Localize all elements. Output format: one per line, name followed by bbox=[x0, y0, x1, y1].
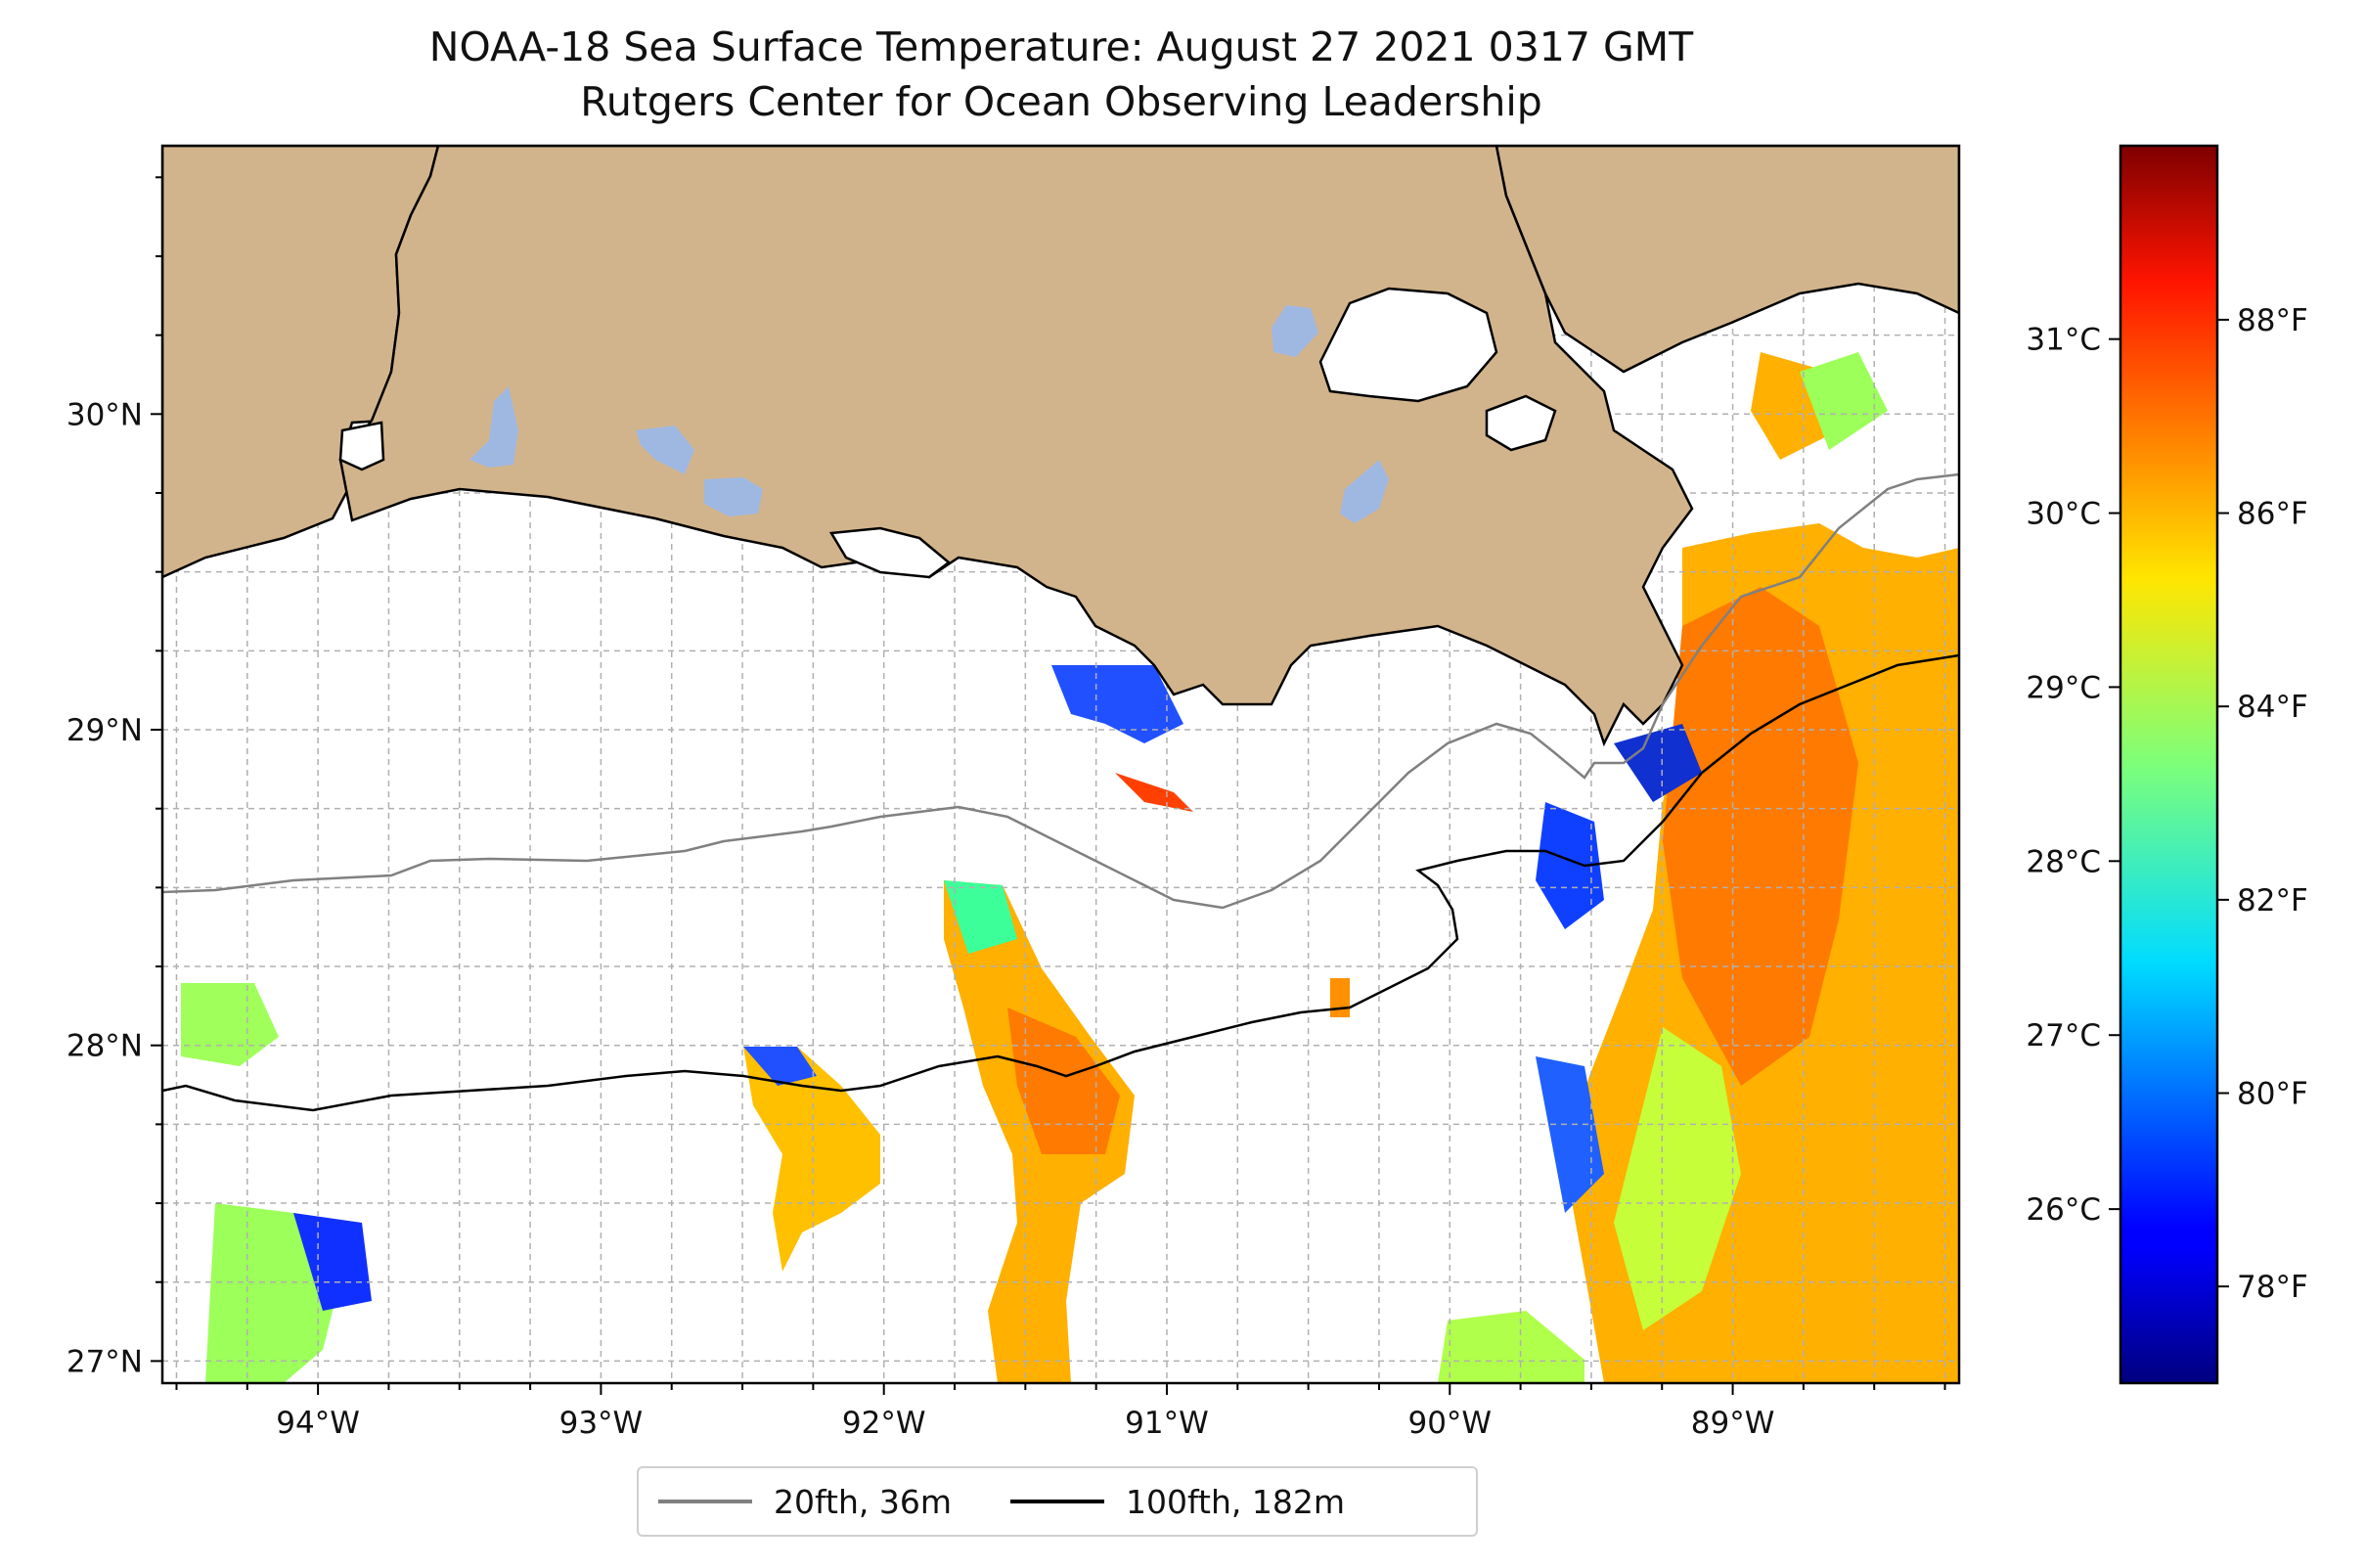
colorbar-fahrenheit-label: 82°F bbox=[2237, 883, 2308, 918]
sst-patch-central-north bbox=[944, 880, 1017, 954]
isobath-20fth bbox=[162, 472, 1959, 910]
sst-patch-ms-sound2 bbox=[1800, 352, 1888, 450]
grand-lake bbox=[636, 426, 694, 474]
legend-swatch-20fth bbox=[658, 1500, 752, 1503]
lat-tick-label: 30°N bbox=[67, 397, 143, 432]
sst-patch-atchafalaya bbox=[1051, 665, 1183, 743]
colorbar-celsius-label: 26°C bbox=[2026, 1192, 2101, 1228]
map-frame bbox=[160, 144, 1961, 1385]
sst-patch-central-core bbox=[1007, 1008, 1120, 1154]
sst-patch-west-cool bbox=[293, 1213, 372, 1311]
colorbar bbox=[2120, 146, 2217, 1383]
sst-patch-east-core bbox=[1663, 587, 1858, 1086]
colorbar-fahrenheit-label: 84°F bbox=[2237, 690, 2308, 725]
isobath-100fth bbox=[162, 653, 1959, 1112]
lon-tick-label: 93°W bbox=[559, 1406, 644, 1441]
lon-tick-label: 91°W bbox=[1125, 1406, 1209, 1441]
legend-swatch-100fth bbox=[1010, 1500, 1104, 1503]
sst-patch-east-edge bbox=[1536, 1056, 1604, 1213]
colorbar-frame bbox=[2119, 144, 2219, 1385]
colorbar-celsius-label: 29°C bbox=[2026, 670, 2101, 705]
lat-tick-label: 27°N bbox=[67, 1344, 143, 1379]
lake-pontchartrain bbox=[1318, 287, 1498, 403]
colorbar-fahrenheit-label: 88°F bbox=[2237, 303, 2308, 338]
sst-patch-cool-delta2 bbox=[1614, 724, 1702, 802]
land-mississippi bbox=[1495, 146, 1959, 374]
sabine-lake bbox=[338, 421, 385, 471]
colorbar-fahrenheit-label: 78°F bbox=[2237, 1270, 2308, 1305]
sst-patch-west-central-edge bbox=[743, 1047, 817, 1086]
legend-item-100fth: 100fth, 182m bbox=[1010, 1483, 1345, 1521]
lake-borgne bbox=[1485, 394, 1557, 452]
lon-tick-label: 89°W bbox=[1691, 1406, 1775, 1441]
colorbar-celsius-label: 30°C bbox=[2026, 497, 2101, 532]
sst-patch-coastal-warm bbox=[1115, 773, 1193, 812]
colorbar-celsius-axis: 26°C 27°C 28°C 29°C 30°C 31°C bbox=[2026, 323, 2120, 1228]
latitude-axis: 27°N 28°N 29°N 30°N bbox=[67, 176, 162, 1379]
lake-maurepas bbox=[1272, 305, 1318, 357]
legend-label-100fth: 100fth, 182m bbox=[1126, 1482, 1345, 1521]
lon-tick-label: 90°W bbox=[1407, 1406, 1492, 1441]
colorbar-celsius-label: 31°C bbox=[2026, 323, 2101, 358]
sst-patch-small bbox=[1330, 978, 1350, 1017]
lon-tick-label: 94°W bbox=[276, 1406, 360, 1441]
colorbar-fahrenheit-label: 86°F bbox=[2237, 497, 2308, 532]
longitude-axis: 94°W 93°W 92°W 91°W 90°W 89°W bbox=[175, 1383, 1946, 1441]
chart-title: NOAA-18 Sea Surface Temperature: August … bbox=[428, 23, 1694, 70]
colorbar-celsius-label: 27°C bbox=[2026, 1018, 2101, 1053]
colorbar-fahrenheit-axis: 78°F 80°F 82°F 84°F 86°F 88°F bbox=[2217, 303, 2308, 1305]
vermilion-bay bbox=[828, 526, 952, 579]
legend-label-20fth: 20fth, 36m bbox=[774, 1482, 952, 1521]
lake-calcasieu bbox=[469, 386, 518, 468]
chart-subtitle: Rutgers Center for Ocean Observing Leade… bbox=[580, 78, 1542, 125]
sst-patch-east-mix bbox=[1614, 1027, 1741, 1330]
lat-tick-label: 28°N bbox=[67, 1029, 143, 1064]
sst-data-layer bbox=[181, 352, 1959, 1383]
sst-patch-west-central bbox=[743, 1047, 880, 1272]
legend-item-20fth: 20fth, 36m bbox=[658, 1483, 952, 1521]
sst-patch-cool-delta bbox=[1536, 802, 1604, 929]
white-lake bbox=[704, 477, 763, 516]
lat-tick-label: 29°N bbox=[67, 713, 143, 748]
legend: 20fth, 36m 100fth, 182m bbox=[637, 1466, 1478, 1537]
colorbar-celsius-label: 28°C bbox=[2026, 844, 2101, 879]
lake-salvador bbox=[1340, 460, 1389, 523]
colorbar-fahrenheit-label: 80°F bbox=[2237, 1077, 2308, 1112]
lon-tick-label: 92°W bbox=[842, 1406, 926, 1441]
sst-patch-south bbox=[1438, 1311, 1584, 1383]
land-louisiana bbox=[338, 146, 1694, 747]
